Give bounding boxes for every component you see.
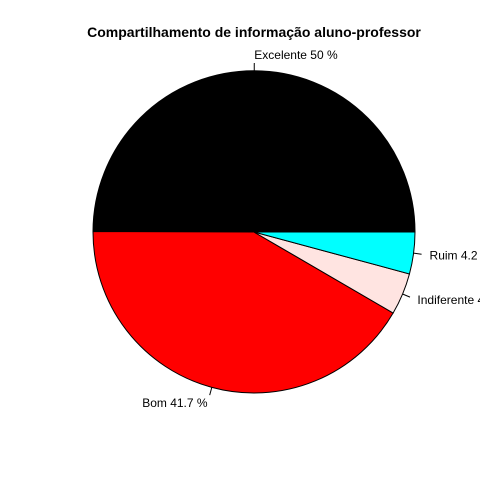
pie-slice-label: Bom 41.7 % xyxy=(142,396,208,410)
chart-title: Compartilhamento de informação aluno-pro… xyxy=(87,24,421,40)
pie-slice-label: Excelente 50 % xyxy=(254,48,338,62)
pie-slices xyxy=(93,71,415,393)
pie-slice-label: Indiferente 4.2 % xyxy=(417,293,480,307)
pie-slice-label: Ruim 4.2 % xyxy=(430,248,480,262)
